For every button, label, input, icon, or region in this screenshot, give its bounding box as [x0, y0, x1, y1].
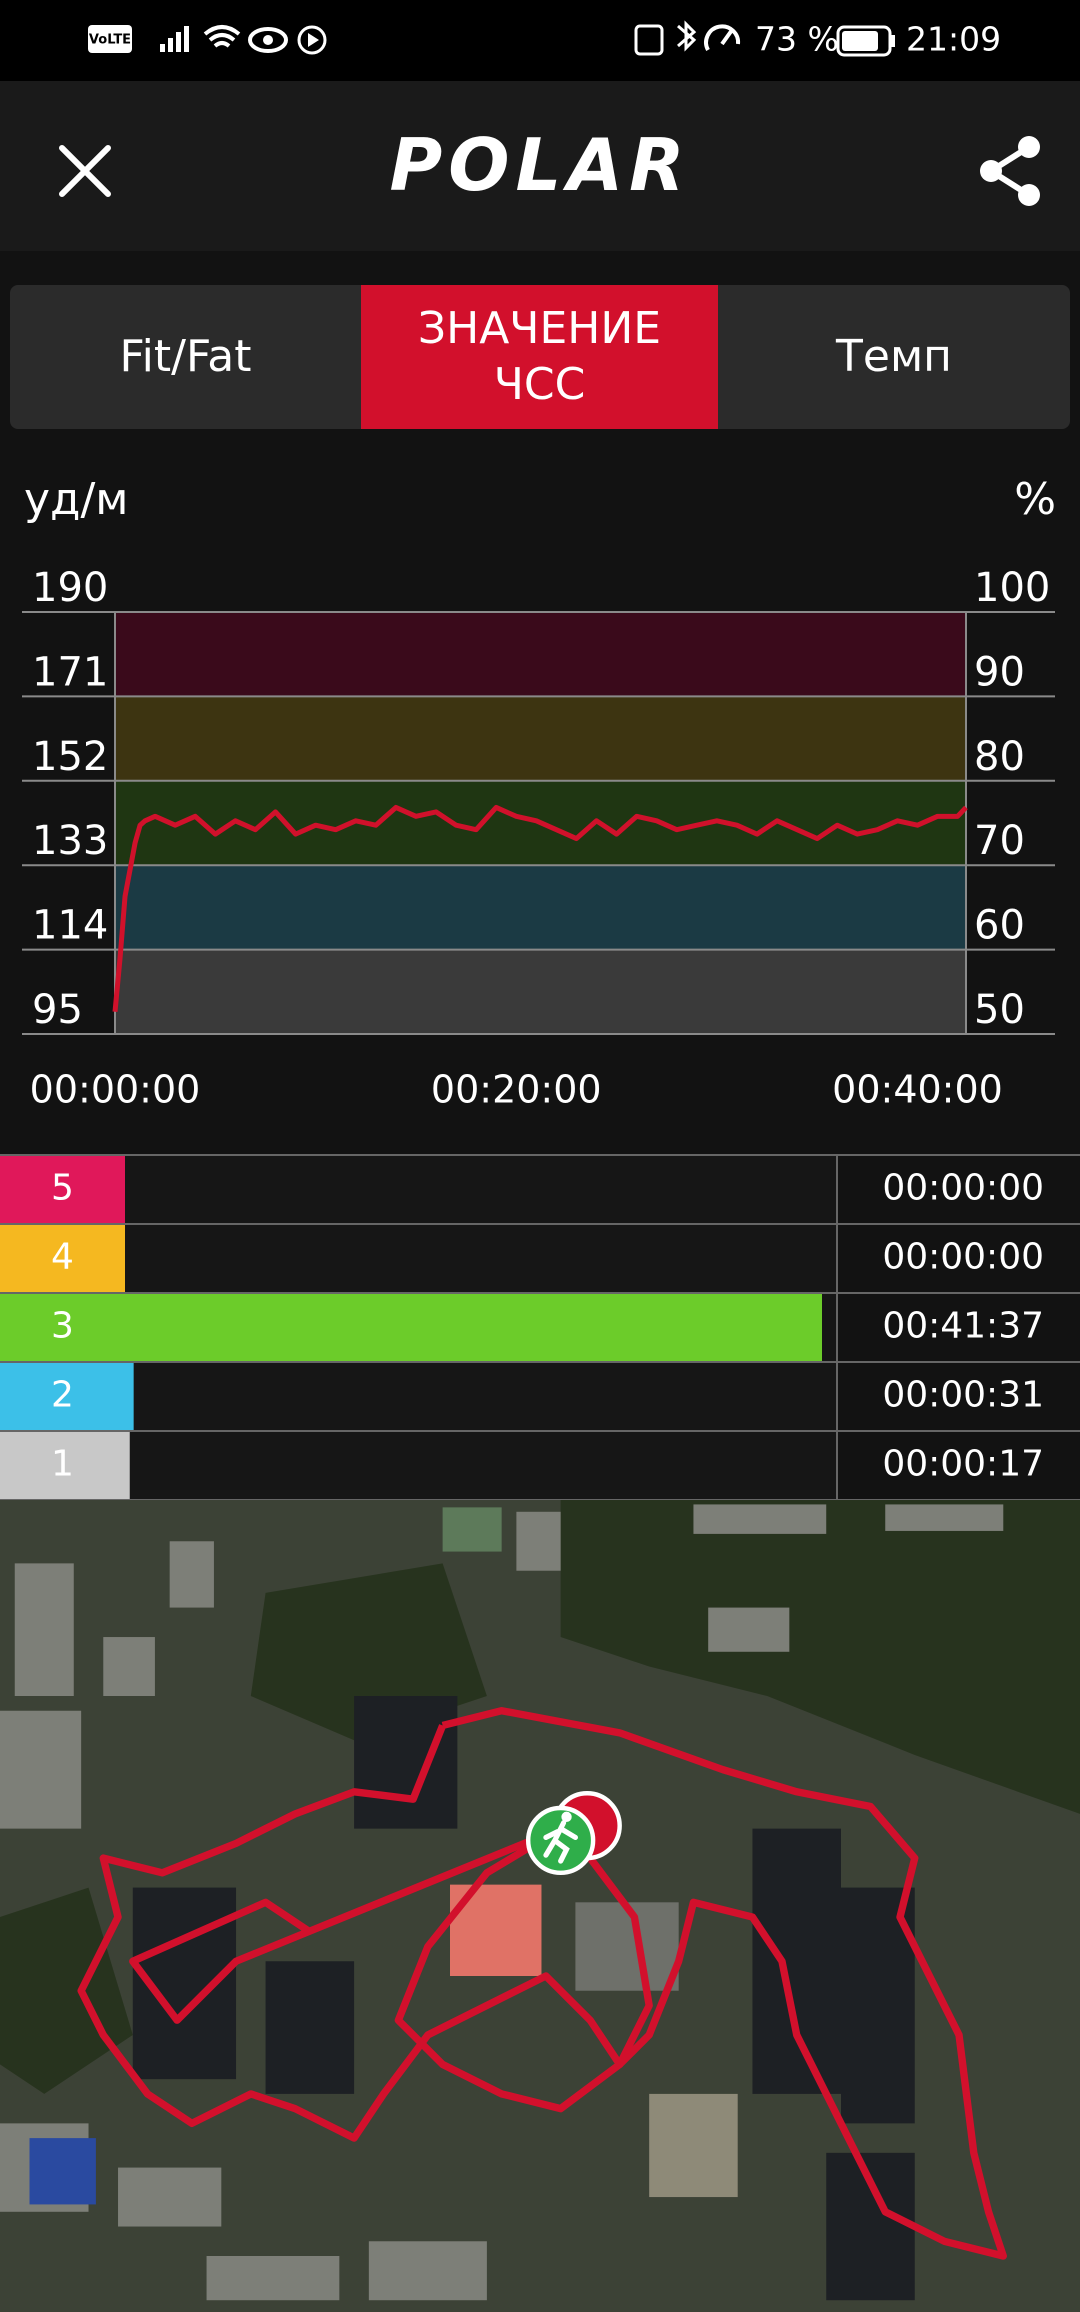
zone-swatch: [0, 1156, 125, 1223]
share-node: [980, 160, 1002, 182]
zone-band: [115, 949, 966, 1034]
zone-time: 00:00:00: [882, 1168, 1044, 1209]
y-tick-label: 133: [32, 818, 108, 864]
map-buildings: [0, 1504, 1004, 2301]
battery-fill: [842, 31, 878, 51]
close-icon: [59, 145, 111, 197]
zone-time: 00:00:17: [882, 1444, 1044, 1485]
zone-time: 00:00:00: [882, 1237, 1044, 1278]
zone-swatch: [0, 1225, 125, 1292]
zone-time: 00:41:37: [882, 1306, 1044, 1347]
brand-logo: POLAR: [389, 123, 691, 207]
status-bar: VoLTE 73 % 21:09: [0, 0, 1080, 81]
zone-band: [115, 696, 966, 781]
zone-number: 3: [51, 1306, 74, 1347]
y-unit: уд/м: [24, 474, 128, 525]
zone-track: [125, 1432, 837, 1499]
hr-chart: уд/м %95114133152171190506070809010000:00…: [0, 474, 1080, 1500]
app-header: POLAR: [0, 81, 1080, 251]
y2-tick-label: 60: [974, 903, 1025, 949]
route-path: [129, 1824, 653, 2113]
tab[interactable]: ЗНАЧЕНИЕ ЧСС: [361, 285, 718, 429]
x-tick-label: 00:20:00: [431, 1068, 602, 1112]
nfc-icon: [634, 24, 664, 56]
play-triangle: [308, 33, 319, 47]
share-button[interactable]: [975, 133, 1045, 209]
y-tick-label: 114: [32, 903, 108, 949]
zone-bar: [125, 1294, 822, 1361]
y-tick-label: 95: [32, 987, 83, 1033]
zone-swatch: [0, 1363, 125, 1430]
y2-tick-label: 90: [974, 649, 1025, 695]
x-tick-label: 00:00:00: [30, 1068, 201, 1112]
eye-icon: [248, 27, 288, 53]
y2-tick-label: 70: [974, 818, 1025, 864]
zone-bar: [125, 1432, 130, 1499]
volte-box: [88, 25, 132, 53]
speed-icon: [704, 24, 741, 51]
route-map[interactable]: [0, 1500, 1080, 2312]
network-label: VoLTE: [89, 33, 131, 48]
battery-tip: [891, 35, 895, 47]
zone-track: [125, 1156, 837, 1223]
zone-number: 5: [51, 1168, 74, 1209]
y2-tick-label: 50: [974, 987, 1025, 1033]
x-tick-label: 00:40:00: [832, 1068, 1003, 1112]
tab[interactable]: Темп: [836, 331, 952, 382]
route-path: [77, 1707, 1007, 2260]
zone-track: [125, 1225, 837, 1292]
zone-band: [115, 865, 966, 950]
y-tick-label: 190: [32, 565, 108, 611]
zone-number: 1: [51, 1444, 74, 1485]
signal-icon: [160, 26, 189, 52]
battery-icon: [836, 25, 892, 57]
zone-number: 2: [51, 1375, 74, 1416]
zone-track: [125, 1363, 837, 1430]
map-roof: [29, 2138, 96, 2205]
share-node: [1018, 184, 1040, 206]
y2-tick-label: 100: [974, 565, 1050, 611]
y-tick-label: 171: [32, 649, 108, 695]
share-node: [1018, 136, 1040, 158]
y2-tick-label: 80: [974, 734, 1025, 780]
zone-number: 4: [51, 1237, 74, 1278]
close-button[interactable]: [50, 136, 120, 206]
zone-swatch: [0, 1294, 125, 1361]
eye-pupil: [263, 35, 273, 45]
tab-bar: Fit/Fat ЗНАЧЕНИЕ ЧСС Темп: [10, 285, 1070, 429]
clock: 21:09: [906, 20, 1001, 59]
zone-swatch: [0, 1432, 125, 1499]
y2-unit: %: [1014, 474, 1056, 525]
zone-band: [115, 612, 966, 697]
zone-bar: [125, 1363, 134, 1430]
play-icon: [297, 25, 327, 55]
wifi-icon: [203, 25, 241, 48]
hr-line: [112, 804, 968, 1013]
tab[interactable]: Fit/Fat: [119, 331, 252, 382]
y-tick-label: 152: [32, 734, 108, 780]
runner-head: [561, 1811, 572, 1822]
battery-level: 73 %: [755, 20, 839, 59]
runner-icon: [543, 1820, 578, 1864]
status-icons: VoLTE 73 % 21:09: [88, 20, 1001, 59]
zone-time: 00:00:31: [882, 1375, 1044, 1416]
bluetooth-icon: [677, 20, 697, 52]
